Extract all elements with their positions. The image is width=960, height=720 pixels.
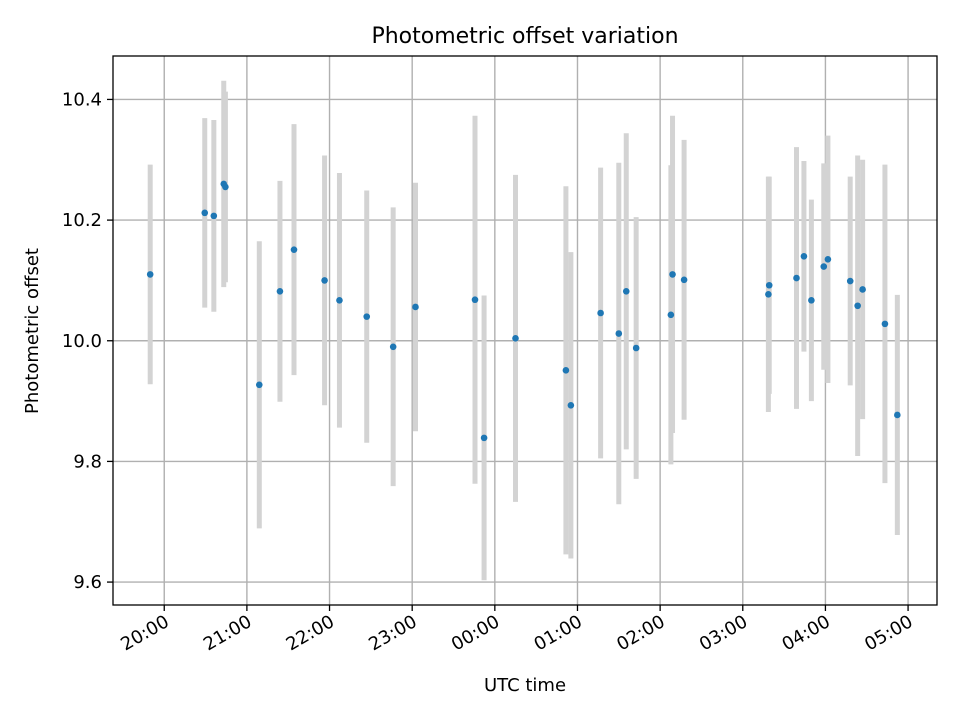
x-tick-label: 02:00 bbox=[613, 611, 668, 655]
data-point bbox=[480, 434, 488, 442]
data-point bbox=[680, 276, 688, 284]
data-point bbox=[808, 297, 815, 304]
x-tick-label: 22:00 bbox=[283, 611, 338, 655]
y-tick-label: 9.8 bbox=[73, 451, 102, 472]
data-point bbox=[222, 183, 229, 191]
x-tick-label: 04:00 bbox=[779, 611, 834, 655]
data-point bbox=[800, 252, 808, 260]
x-tick-label: 20:00 bbox=[117, 611, 172, 655]
x-axis-label: UTC time bbox=[484, 675, 566, 696]
data-point bbox=[881, 320, 889, 328]
data-point bbox=[765, 281, 773, 289]
data-point bbox=[201, 209, 209, 217]
data-point bbox=[562, 367, 570, 374]
y-tick-label: 10.0 bbox=[62, 331, 102, 352]
data-point bbox=[765, 291, 772, 298]
y-axis-label: Photometric offset bbox=[22, 248, 43, 414]
data-point bbox=[622, 287, 630, 295]
x-tick-label: 00:00 bbox=[448, 611, 503, 655]
data-point bbox=[824, 256, 832, 263]
y-tick-label: 10.4 bbox=[62, 89, 102, 110]
data-point bbox=[854, 302, 861, 310]
data-point bbox=[632, 344, 640, 352]
data-point bbox=[793, 274, 800, 282]
x-tick-label: 03:00 bbox=[696, 611, 751, 655]
data-point bbox=[667, 311, 675, 319]
x-tick-label: 05:00 bbox=[861, 611, 916, 655]
data-point bbox=[210, 212, 218, 220]
data-point bbox=[276, 287, 284, 295]
data-point bbox=[336, 297, 343, 304]
x-axis: 20:00 21:00 22:00 23:00 00:00 01:00 02:00 03:00… bbox=[117, 605, 917, 655]
x-tick-label: 01:00 bbox=[531, 611, 586, 655]
data-point bbox=[389, 343, 397, 351]
plot-frame bbox=[112, 55, 938, 606]
data-point bbox=[146, 271, 154, 278]
data-points bbox=[146, 180, 901, 442]
data-point bbox=[669, 271, 676, 278]
data-point bbox=[894, 411, 901, 419]
x-tick-label: 21:00 bbox=[200, 611, 255, 655]
data-point bbox=[597, 309, 604, 317]
data-point bbox=[512, 335, 519, 342]
data-point bbox=[412, 303, 419, 311]
data-point bbox=[859, 286, 866, 293]
data-point bbox=[471, 296, 479, 304]
y-tick-label: 9.6 bbox=[73, 572, 102, 593]
data-point bbox=[255, 381, 263, 389]
y-tick-label: 10.2 bbox=[62, 210, 102, 231]
data-point bbox=[846, 277, 854, 285]
chart-title: Photometric offset variation bbox=[371, 24, 678, 49]
y-axis: 9.6 9.8 10.0 10.2 10.4 bbox=[62, 89, 113, 593]
data-point bbox=[820, 263, 828, 270]
error-bars bbox=[147, 80, 900, 581]
data-point bbox=[615, 330, 623, 337]
data-point bbox=[363, 313, 371, 320]
data-point bbox=[290, 246, 298, 253]
grid bbox=[113, 56, 937, 605]
data-point bbox=[567, 402, 575, 409]
x-tick-label: 23:00 bbox=[365, 611, 420, 655]
data-point bbox=[321, 277, 328, 284]
